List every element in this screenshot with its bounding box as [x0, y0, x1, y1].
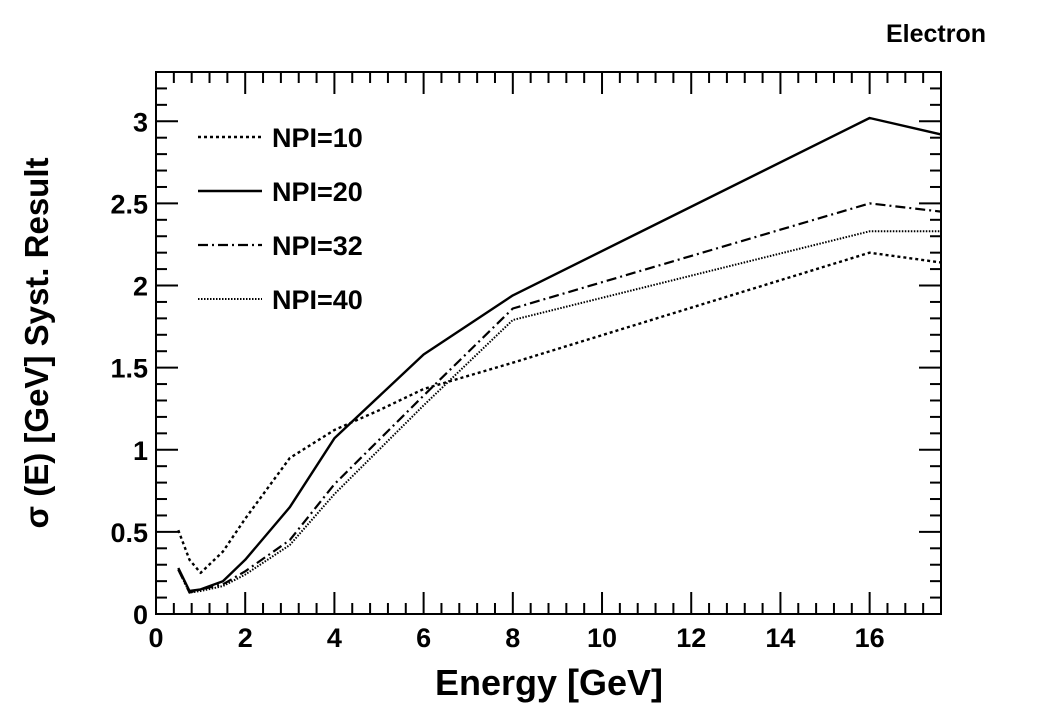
series-line-npi-10: [177, 251, 942, 575]
x-tick-label: 10: [587, 623, 617, 653]
y-tick-label: 2.5: [110, 189, 148, 219]
x-tick-label: 8: [505, 623, 520, 653]
tick-labels: 0 2 4 6 8 10 12 14 16 0 0.5 1 1.5 2 2.5 3: [110, 107, 884, 653]
series-line-npi-40: [177, 230, 941, 594]
x-tick-label: 12: [676, 623, 706, 653]
y-tick-label: 0: [133, 600, 148, 630]
x-tick-label: 2: [238, 623, 253, 653]
y-tick-label: 3: [133, 107, 148, 137]
series-line-npi-20: [177, 116, 942, 593]
x-tick-label: 16: [855, 623, 885, 653]
x-tick-label: 6: [416, 623, 431, 653]
plot-frame: [155, 71, 942, 615]
series-lines: [177, 116, 942, 594]
legend: NPI=10 NPI=20 NPI=32 NPI=40: [198, 123, 363, 315]
x-tick-label: 4: [327, 623, 342, 653]
y-axis-label: σ (E) [GeV] Syst. Result: [18, 158, 55, 529]
y-tick-label: 0.5: [110, 518, 148, 548]
legend-label-npi-10: NPI=10: [272, 123, 363, 153]
series-line-npi-32: [177, 202, 942, 594]
chart-title: Electron: [886, 20, 986, 48]
legend-label-npi-40: NPI=40: [272, 285, 363, 315]
y-tick-label: 1.5: [110, 354, 148, 384]
x-tick-label: 14: [765, 623, 795, 653]
legend-label-npi-32: NPI=32: [272, 231, 363, 261]
y-tick-label: 2: [133, 272, 148, 302]
axis-ticks: [155, 71, 942, 615]
y-tick-label: 1: [133, 436, 148, 466]
legend-label-npi-20: NPI=20: [272, 177, 363, 207]
x-tick-label: 0: [148, 623, 163, 653]
x-axis-label: Energy [GeV]: [435, 662, 663, 703]
